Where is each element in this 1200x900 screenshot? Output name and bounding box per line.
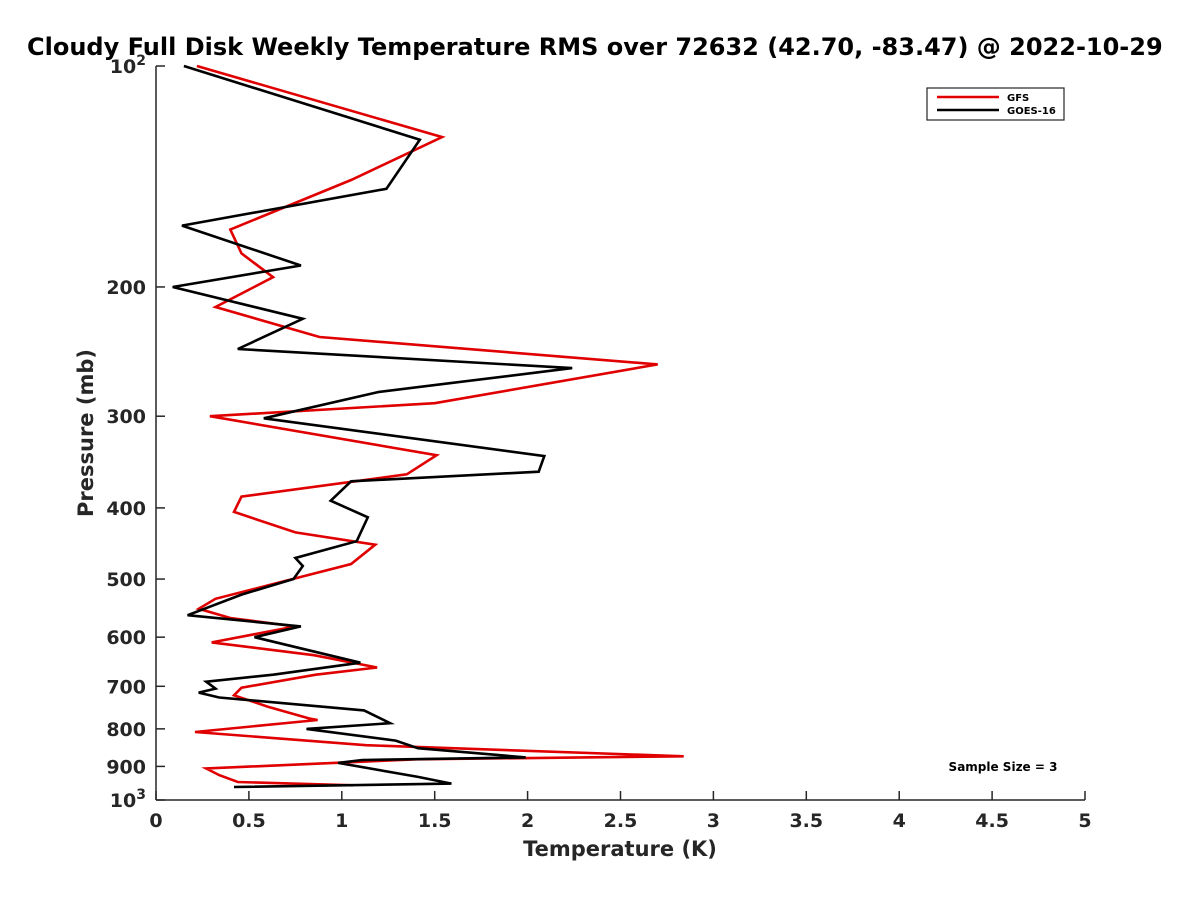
y-tick-label: 700 — [106, 676, 146, 698]
x-tick-label: 2 — [521, 810, 534, 832]
legend: GFS GOES-16 — [926, 87, 1065, 121]
y-tick-label: 200 — [106, 277, 146, 299]
x-tick-label: 4.5 — [975, 810, 1009, 832]
x-tick-label: 4 — [893, 810, 906, 832]
y-tick-exponent: 2 — [136, 53, 146, 69]
x-tick-label: 1.5 — [418, 810, 452, 832]
chart-title: Cloudy Full Disk Weekly Temperature RMS … — [27, 33, 1163, 61]
x-axis-ticks: 0 0.5 1 1.5 2 2.5 3 3.5 4 4.5 5 — [149, 791, 1092, 832]
legend-label: GFS — [1007, 93, 1029, 104]
y-tick-label: 600 — [106, 627, 146, 649]
series-line-goes-16 — [172, 64, 573, 789]
x-tick-label: 0 — [149, 810, 162, 832]
y-axis-label: Pressure (mb) — [74, 349, 98, 517]
series-layer — [172, 64, 684, 789]
legend-box — [926, 87, 1065, 121]
y-tick-label: 800 — [106, 719, 146, 741]
sample-size-annotation: Sample Size = 3 — [949, 760, 1058, 774]
x-tick-label: 5 — [1078, 810, 1091, 832]
series-line-gfs — [194, 64, 684, 787]
y-tick-exponent: 3 — [136, 787, 146, 803]
y-tick-label: 900 — [106, 756, 146, 778]
x-axis-label: Temperature (K) — [523, 837, 717, 861]
plot-area — [155, 66, 1085, 801]
x-tick-label: 0.5 — [232, 810, 266, 832]
y-tick-label: 400 — [106, 498, 146, 520]
x-tick-label: 3 — [707, 810, 720, 832]
y-tick-base: 10 — [110, 56, 136, 78]
y-tick-label: 300 — [106, 406, 146, 428]
y-tick-label: 103 — [110, 787, 146, 812]
y-tick-base: 10 — [110, 790, 136, 812]
x-tick-label: 3.5 — [789, 810, 823, 832]
x-tick-label: 1 — [335, 810, 348, 832]
y-tick-label: 102 — [110, 53, 146, 78]
x-tick-label: 2.5 — [604, 810, 638, 832]
legend-label: GOES-16 — [1007, 106, 1056, 117]
y-tick-label: 500 — [106, 569, 146, 591]
